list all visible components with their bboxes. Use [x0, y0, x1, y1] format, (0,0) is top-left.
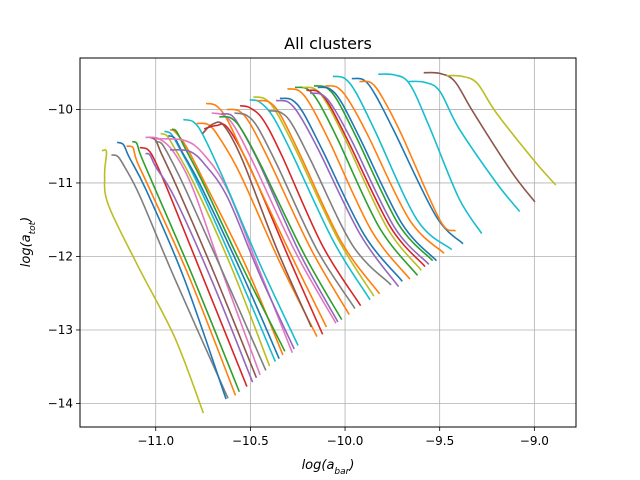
- y-axis-label-sub: tot: [28, 221, 38, 234]
- x-tick-label: −9.5: [425, 434, 454, 448]
- series-line-49: [446, 74, 557, 186]
- series-line-38: [306, 89, 426, 268]
- series-line-26: [226, 108, 350, 315]
- y-tick-label: −13: [48, 323, 73, 337]
- y-tick-label: −11: [48, 176, 73, 190]
- series-line-44: [351, 77, 464, 245]
- x-axis-label-sub: bar: [334, 467, 350, 477]
- series-group: [101, 71, 557, 414]
- series-line-18: [183, 118, 299, 346]
- series-line-10: [154, 140, 267, 371]
- series-line-41: [325, 84, 445, 254]
- series-line-37: [302, 86, 422, 271]
- y-axis-label-close: ): [19, 217, 34, 223]
- series-line-20: [201, 121, 313, 328]
- series-line-39: [310, 92, 430, 265]
- series-line-4: [126, 145, 237, 396]
- y-axis-label: log(atot): [19, 217, 38, 268]
- series-line-2: [111, 153, 229, 399]
- series-line-22: [205, 102, 328, 328]
- series-line-3: [116, 141, 227, 400]
- series-line-36: [294, 86, 419, 276]
- series-line-14: [169, 128, 284, 356]
- x-tick-label: −11.0: [137, 434, 174, 448]
- series-line-33: [268, 109, 392, 286]
- series-line-25: [219, 115, 343, 320]
- series-line-6: [139, 146, 248, 387]
- series-line-27: [234, 112, 356, 310]
- x-tick-label: −10.0: [327, 434, 364, 448]
- series-line-11: [160, 132, 271, 367]
- series-line-12: [164, 130, 277, 362]
- series-line-17: [170, 148, 295, 350]
- series-line-45: [359, 80, 456, 232]
- series-line-15: [171, 128, 286, 352]
- series-line-13: [167, 134, 280, 359]
- series-line-46: [378, 73, 483, 235]
- chart-title: All clusters: [284, 34, 372, 53]
- x-ticks: −11.0 −10.5 −10.0 −9.5 −9.0: [137, 427, 549, 448]
- series-line-28: [239, 104, 362, 307]
- series-line-43: [332, 75, 453, 251]
- plot-frame: [79, 57, 577, 428]
- y-tick-label: −12: [48, 249, 73, 263]
- series-line-31: [257, 99, 381, 295]
- x-tick-label: −9.0: [520, 434, 549, 448]
- x-axis-label: log(abar): [302, 458, 355, 477]
- x-axis-label-base: log(a: [302, 458, 335, 473]
- y-axis-label-base: log(a: [19, 234, 34, 267]
- series-line-5: [131, 140, 241, 393]
- series-line-48: [423, 71, 536, 203]
- series-line-42: [317, 86, 438, 262]
- series-line-47: [408, 80, 521, 213]
- series-line-1: [101, 149, 205, 414]
- series-line-34: [279, 97, 403, 282]
- series-line-29: [249, 98, 371, 301]
- series-line-32: [275, 99, 400, 288]
- series-line-35: [287, 87, 411, 280]
- y-tick-label: −10: [48, 102, 73, 116]
- series-line-19: [196, 122, 318, 337]
- y-ticks: −14 −13 −12 −11 −10: [48, 102, 80, 410]
- series-line-8: [148, 136, 258, 379]
- series-line-7: [145, 152, 254, 383]
- x-tick-label: −10.5: [232, 434, 269, 448]
- y-tick-label: −14: [48, 396, 73, 410]
- series-line-30: [253, 96, 375, 297]
- x-axis-label-close: ): [348, 458, 354, 473]
- series-line-23: [211, 112, 337, 324]
